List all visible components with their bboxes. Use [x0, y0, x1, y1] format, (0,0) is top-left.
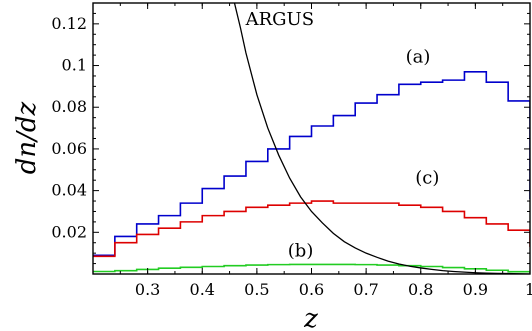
x-tick-label: 0.3 — [135, 280, 160, 299]
ticks-layer — [93, 3, 531, 274]
labels-layer: 0.3 0.4 0.5 0.6 0.7 0.8 0.9 1 0.02 0.04 0.06 0.08 0.… — [51, 14, 532, 299]
y-tick-label: 0.04 — [51, 181, 87, 200]
y-tick-label: 0.02 — [51, 222, 87, 241]
series-layer — [93, 3, 530, 274]
y-tick-label: 0.12 — [51, 14, 87, 33]
x-tick-label: 0.9 — [463, 280, 488, 299]
annotation-label: (c) — [415, 167, 439, 188]
annotation-label: (a) — [406, 46, 431, 67]
y-tick-label: 0.06 — [51, 139, 87, 158]
series-line-a — [93, 70, 530, 257]
series-line-b — [93, 263, 530, 273]
x-tick-label: 0.7 — [353, 280, 378, 299]
x-tick-label: 0.6 — [299, 280, 324, 299]
x-tick-label: 0.8 — [408, 280, 433, 299]
annotations-layer: ARGUS (a) (c) (b) — [245, 9, 440, 261]
y-tick-label: 0.08 — [51, 97, 87, 116]
y-axis-title: dn/dz — [12, 101, 42, 174]
x-tick-label: 1 — [525, 280, 532, 299]
series-line-c — [93, 200, 530, 258]
annotation-label: (b) — [288, 240, 314, 261]
x-axis-title: z — [303, 304, 318, 331]
y-tick-label: 0.1 — [62, 56, 87, 75]
x-tick-label: 0.5 — [244, 280, 269, 299]
series-line-argus — [233, 3, 530, 274]
annotation-label: ARGUS — [245, 9, 314, 30]
x-tick-label: 0.4 — [190, 280, 215, 299]
